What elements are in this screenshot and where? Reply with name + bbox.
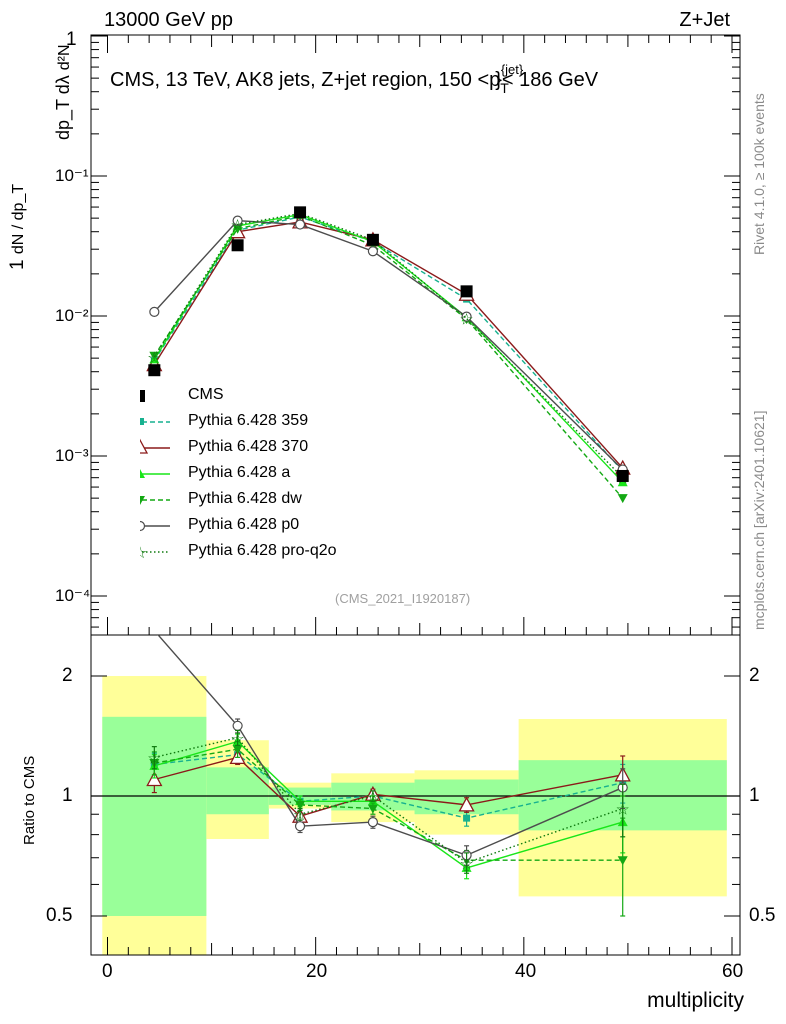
ratio-point-pdw: [295, 800, 306, 810]
main-point-pp0: [149, 306, 160, 317]
legend-marker-pq2o: ☆: [140, 543, 170, 562]
y-axis-label-mid: dp_T dλ: [53, 75, 73, 140]
legend-label-pp0: Pythia 6.428 p0: [188, 516, 300, 533]
main-point-cms: [460, 285, 473, 298]
legend-label-pa: Pythia 6.428 a: [188, 464, 291, 481]
ratio-point-p370: [146, 771, 163, 787]
main-point-cms: [616, 469, 629, 482]
ratio-point-pdw: [617, 856, 628, 866]
main-point-pdw: [232, 224, 243, 234]
plot-title: CMS, 13 TeV, AK8 jets, Z+jet region, 150…: [110, 63, 599, 95]
ratio-line-p370: [154, 756, 623, 817]
y-axis-label-low: 1: [7, 259, 28, 270]
ratio-line-pp0: [157, 635, 623, 857]
main-point-pp0: [367, 246, 379, 257]
ratio-point-p370: [458, 796, 475, 812]
main-point-cms: [366, 233, 379, 246]
main-point-pp0: [461, 311, 472, 322]
header-left: 13000 GeV pp: [104, 9, 233, 31]
main-ytick-0: 10⁻⁴: [55, 586, 91, 605]
main-line-p370: [153, 221, 624, 469]
plot-title-sub: T: [500, 80, 509, 96]
ratio-point-pq2o: ☆: [459, 854, 473, 873]
ratio-ytick-right-2: 2: [749, 665, 760, 686]
legend-marker-pdw: [140, 496, 170, 505]
ratio-band-green: [206, 767, 269, 815]
ratio-ytick-right-0: 0.5: [749, 905, 776, 926]
legend-label-p359: Pythia 6.428 359: [188, 412, 309, 429]
ratio-point-pdw: [367, 804, 378, 814]
legend-marker-cms: [140, 390, 145, 402]
main-ytick-4: 1: [66, 29, 77, 50]
main-point-cms: [148, 364, 161, 377]
y-axis-label-2: dp_T dλ d²N: [53, 44, 73, 140]
ratio-point-pp0: [294, 821, 306, 832]
xtick-60: 60: [722, 961, 744, 982]
main-point-pp0: [294, 219, 306, 230]
legend-marker-pp0: [140, 520, 170, 532]
ratio-point-pq2o: ☆: [616, 800, 630, 819]
ratio-ytick-left-0: 0.5: [46, 905, 73, 926]
ratio-ytick-left-2: 2: [62, 665, 73, 686]
legend-label-pq2o: Pythia 6.428 pro-q2o: [188, 542, 337, 559]
legend-label-pdw: Pythia 6.428 dw: [188, 490, 302, 507]
main-ytick-1: 10⁻³: [55, 446, 89, 465]
ratio-line-pa: [154, 740, 623, 869]
main-point-pq2o: ☆: [459, 309, 473, 328]
ratio-ytick-right-1: 1: [749, 785, 760, 806]
plot-title-tail: }< 186 GeV: [495, 69, 599, 91]
ratio-point-pp0: [367, 817, 379, 828]
main-line-pp0: [153, 219, 624, 471]
ratio-ytick-left-1: 1: [62, 785, 73, 806]
main-point-cms: [294, 206, 307, 219]
main-point-cms: [231, 239, 244, 252]
legend-marker-pa: [140, 469, 170, 478]
main-point-pq2o: ☆: [230, 216, 244, 235]
xtick-40: 40: [515, 961, 537, 982]
main-ytick-3: 10⁻¹: [55, 166, 89, 185]
main-point-pp0: [232, 215, 243, 226]
svg-text:☆: ☆: [140, 543, 147, 562]
y-axis-label: 1 dN / dp_T: [7, 183, 28, 270]
ratio-point-pq2o: ☆: [293, 805, 307, 824]
x-axis-label: multiplicity: [647, 989, 744, 1012]
main-line-pq2o: [153, 212, 624, 479]
xtick-20: 20: [306, 961, 328, 982]
ratio-point-pq2o: ☆: [147, 748, 161, 767]
legend-label-cms: CMS: [188, 386, 224, 403]
legend-marker-p370: [140, 438, 170, 454]
ratio-point-pdw: [232, 745, 243, 755]
legend-label-p370: Pythia 6.428 370: [188, 438, 309, 455]
ratio-axis-label: Ratio to CMS: [21, 755, 38, 845]
plot-title-main: CMS, 13 TeV, AK8 jets, Z+jet region, 150…: [110, 69, 501, 91]
main-ytick-2: 10⁻²: [55, 306, 89, 325]
xtick-0: 0: [102, 961, 113, 982]
ratio-line-pdw: [154, 748, 623, 861]
legend-marker-p359: [140, 418, 170, 425]
analysis-id: (CMS_2021_I1920187): [335, 591, 471, 606]
watermark-mcplots: mcplots.cern.ch [arXiv:2401.10621]: [751, 410, 767, 630]
ratio-point-pq2o: ☆: [366, 787, 380, 806]
main-point-pdw: [617, 494, 628, 504]
watermark-rivet: Rivet 4.1.0, ≥ 100k events: [751, 93, 767, 255]
ratio-point-p359: [463, 814, 471, 822]
header-right: Z+Jet: [679, 9, 730, 31]
plot-title-sup: {jet}: [500, 62, 524, 77]
ratio-point-pq2o: ☆: [230, 729, 244, 748]
y-axis-label-den: dN / dp_T: [10, 183, 27, 255]
main-point-pq2o: ☆: [147, 348, 161, 367]
main-line-p359: [153, 216, 624, 472]
ratio-frame: [90, 634, 741, 956]
